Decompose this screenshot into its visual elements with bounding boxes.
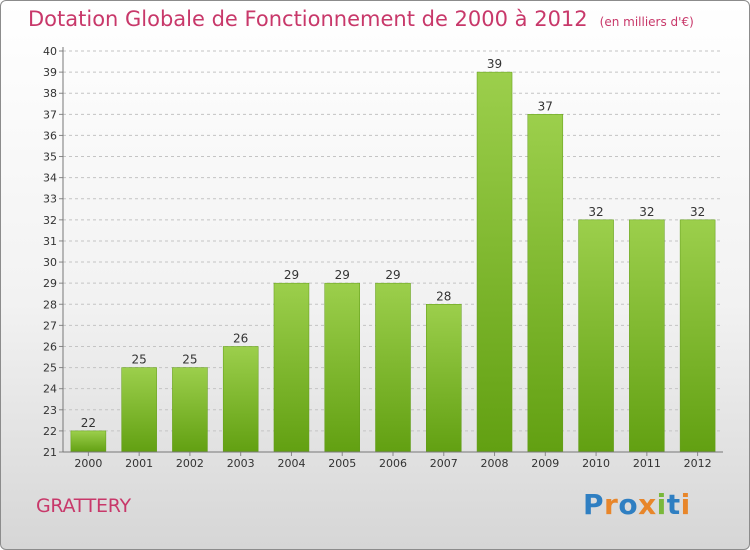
bar-value-label: 28 — [436, 289, 451, 303]
logo-letter: P — [583, 488, 605, 521]
logo-letter: t — [666, 488, 681, 521]
y-tick-label: 26 — [43, 340, 57, 353]
axes — [62, 47, 723, 453]
bar-value-label: 37 — [538, 99, 553, 113]
logo-letter: r — [604, 488, 619, 521]
y-tick-label: 30 — [43, 256, 57, 269]
bar-value-label: 25 — [132, 353, 147, 367]
bar-value-label: 29 — [335, 268, 350, 282]
bar — [70, 430, 107, 453]
logo-letter: i — [680, 488, 691, 521]
y-tick-label: 31 — [43, 235, 57, 248]
y-tick-label: 22 — [43, 425, 57, 438]
x-tick-label: 2002 — [176, 457, 204, 470]
x-tick-label: 2003 — [227, 457, 255, 470]
y-tick-label: 27 — [43, 319, 57, 332]
y-tick-label: 38 — [43, 87, 57, 100]
y-tick-label: 37 — [43, 108, 57, 121]
y-tick-label: 39 — [43, 66, 57, 79]
y-tick-label: 40 — [43, 45, 57, 58]
bar — [629, 219, 665, 453]
x-tick-label: 2009 — [531, 457, 559, 470]
bar — [426, 304, 462, 453]
y-tick-label: 28 — [43, 298, 57, 311]
y-tick-label: 25 — [43, 362, 57, 375]
y-tick-label: 34 — [43, 172, 57, 185]
chart-title-text: Dotation Globale de Fonctionnement de 20… — [28, 7, 588, 31]
chart-subtitle: (en milliers d'€) — [599, 15, 694, 29]
proxiti-logo: Proxiti — [583, 488, 691, 521]
x-tick-label: 2010 — [582, 457, 610, 470]
x-tick-label: 2001 — [125, 457, 153, 470]
x-tick-label: 2011 — [633, 457, 661, 470]
y-tick-label: 29 — [43, 277, 57, 290]
bar-value-label: 32 — [639, 205, 654, 219]
x-tick-label: 2006 — [379, 457, 407, 470]
logo-letter: x — [638, 488, 657, 521]
bar-value-label: 25 — [182, 353, 197, 367]
commune-name: GRATTERY — [36, 495, 131, 517]
bar — [121, 367, 157, 453]
bar-value-label: 32 — [690, 205, 705, 219]
bar-value-labels: 22 25 25 26 29 29 29 28 39 37 32 32 32 — [81, 57, 706, 430]
bar — [679, 219, 716, 453]
bar-value-label: 32 — [588, 205, 603, 219]
x-tick-label: 2004 — [277, 457, 305, 470]
bar — [172, 367, 208, 453]
y-tick-label: 35 — [43, 151, 57, 164]
bar-value-label: 29 — [385, 268, 400, 282]
bar-value-label: 39 — [487, 57, 502, 71]
y-tick-label: 23 — [43, 404, 57, 417]
x-tick-label: 2012 — [684, 457, 712, 470]
x-tick-label: 2008 — [481, 457, 509, 470]
chart-title: Dotation Globale de Fonctionnement de 20… — [28, 7, 694, 31]
y-tick-label: 21 — [43, 446, 57, 459]
x-axis-ticks: 2000 2001 2002 2003 2004 2005 2006 2007 2008 2009… — [74, 452, 712, 470]
bar — [222, 346, 259, 453]
y-axis-ticks: 21 22 23 24 25 26 27 28 29 30 31 32 33 34 35 36 37 38 39 40 — [43, 45, 63, 459]
bar-value-label: 29 — [284, 268, 299, 282]
bars — [70, 71, 716, 453]
y-tick-label: 36 — [43, 129, 57, 142]
bar-value-label: 22 — [81, 416, 96, 430]
logo-letter: i — [656, 488, 667, 521]
bar — [476, 71, 513, 453]
x-tick-label: 2007 — [430, 457, 458, 470]
y-tick-label: 24 — [43, 383, 57, 396]
logo-letter: o — [618, 488, 639, 521]
bar — [527, 114, 564, 453]
y-tick-label: 33 — [43, 193, 57, 206]
y-tick-label: 32 — [43, 214, 57, 227]
bar — [273, 282, 310, 453]
bar-value-label: 26 — [233, 331, 248, 345]
x-tick-label: 2000 — [74, 457, 102, 470]
bar — [324, 282, 360, 453]
bar — [375, 282, 411, 453]
bar — [578, 219, 614, 453]
x-tick-label: 2005 — [328, 457, 356, 470]
